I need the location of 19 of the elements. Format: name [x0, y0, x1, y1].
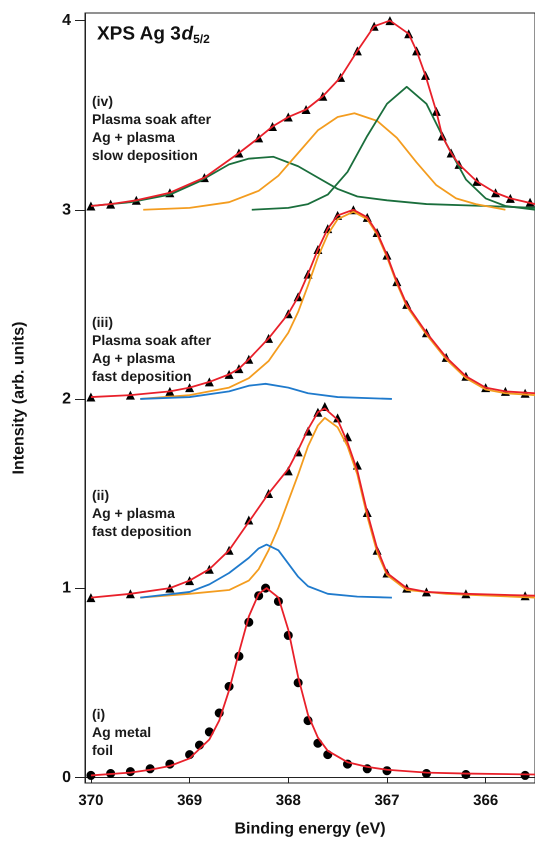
x-tick-label: 368 — [276, 792, 301, 809]
y-tick-label: 1 — [62, 580, 72, 597]
line-series — [139, 382, 393, 400]
y-tick-label: 3 — [62, 201, 72, 218]
x-tick-label: 369 — [177, 792, 202, 809]
x-tick-label: 367 — [374, 792, 400, 809]
annotation: (ii) Ag + plasma fast deposition — [92, 487, 192, 539]
y-tick-label: 2 — [62, 390, 72, 408]
y-axis-title: Intensity (arb. units) — [10, 322, 28, 474]
x-tick-label: 370 — [78, 792, 104, 809]
x-tick-label: 366 — [473, 792, 498, 809]
annotation: (iii) Plasma soak after Ag + plasma fast deposition — [92, 314, 212, 384]
x-axis-title: Binding energy (eV) — [234, 820, 386, 838]
y-tick-label: 4 — [62, 12, 72, 30]
point — [86, 201, 96, 210]
annotation: (iv) Plasma soak after Ag + plasma slow deposition — [92, 93, 212, 163]
annotation: (i) Ag metal foil — [92, 706, 152, 758]
line-series — [139, 544, 393, 598]
y-tick-label: 0 — [62, 768, 72, 786]
